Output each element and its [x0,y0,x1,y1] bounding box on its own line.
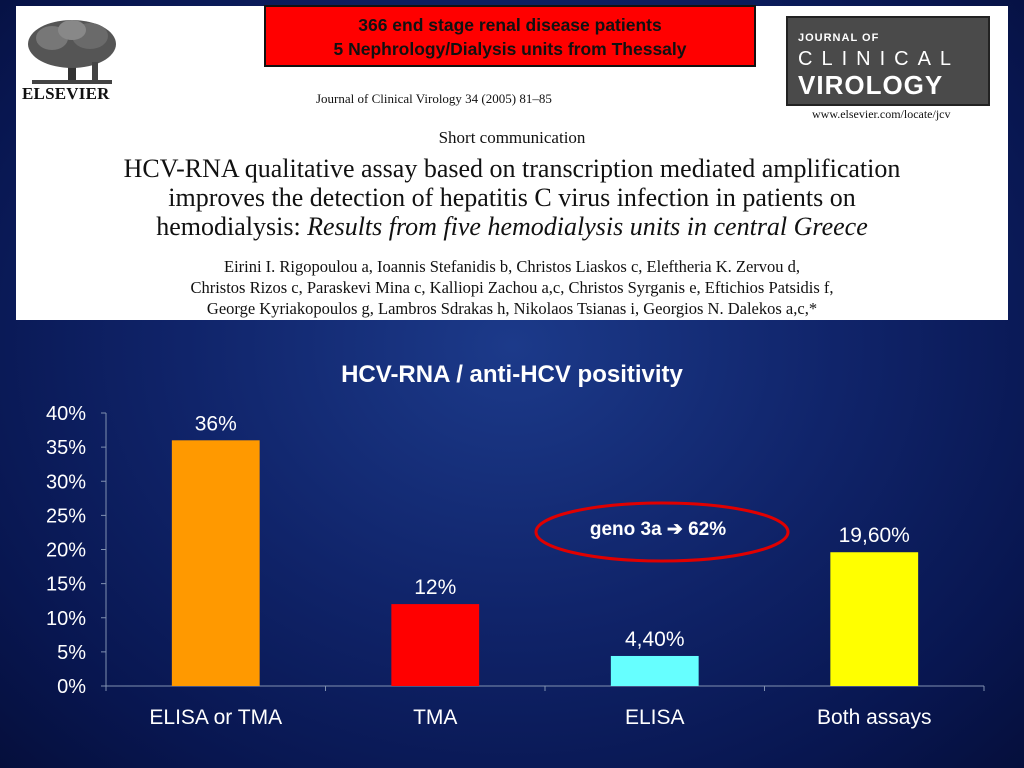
x-tick-label: TMA [413,706,457,729]
journal-url: www.elsevier.com/locate/jcv [812,107,951,121]
y-tick-label: 40% [46,403,86,425]
bar-value-label: 19,60% [839,524,910,547]
chart-title: HCV-RNA / anti-HCV positivity [341,361,683,388]
chart-bars [171,440,919,686]
x-tick-label: ELISA [625,706,685,729]
tree-logo-icon [28,20,116,84]
elsevier-logo [22,16,132,93]
logo-line-1: JOURNAL OF [798,32,880,44]
title-line-2: improves the detection of hepatitis C vi… [168,183,856,212]
bar [610,655,699,686]
bar [391,604,480,686]
y-tick-label: 30% [46,471,86,493]
x-tick-label: ELISA or TMA [149,706,282,729]
x-tick-label: Both assays [817,706,931,729]
title-line-3-italic: Results from five hemodialysis units in … [307,212,868,241]
annotation-text: geno 3a ➔ 62% [590,519,726,540]
y-tick-label: 0% [57,676,86,698]
y-tick-label: 10% [46,608,86,630]
banner-line-1: 366 end stage renal disease patients [358,15,662,35]
article-type: Short communication [438,128,586,147]
y-tick-label: 5% [57,642,86,664]
bar-value-label: 4,40% [625,628,685,651]
paper-title: HCV-RNA qualitative assay based on trans… [22,154,1002,241]
bar-value-label: 36% [195,412,237,435]
authors-line-3: George Kyriakopoulos g, Lambros Sdrakas … [206,299,818,318]
genotype-annotation: geno 3a ➔ 62% [534,501,790,563]
bar [171,440,260,686]
annotation-ring [534,501,790,563]
authors-line-2: Christos Rizos c, Paraskevi Mina c, Kall… [190,278,834,297]
y-tick-label: 25% [46,505,86,527]
y-tick-label: 15% [46,574,86,596]
title-line-3-plain: hemodialysis: [156,212,308,241]
authors-line-1: Eirini I. Rigopoulou a, Ioannis Stefanid… [223,257,801,276]
bar [830,552,919,686]
logo-line-2: CLINICAL [798,48,961,70]
banner-line-2: 5 Nephrology/Dialysis units from Thessal… [333,39,687,59]
journal-citation: Journal of Clinical Virology 34 (2005) 8… [316,91,552,106]
logo-line-3: VIROLOGY [798,70,944,100]
title-line-1: HCV-RNA qualitative assay based on trans… [123,154,901,183]
study-banner: 366 end stage renal disease patients 5 N… [264,5,756,67]
y-tick-label: 35% [46,437,86,459]
bar-value-label: 12% [414,576,456,599]
chart-labels: 36% ELISA or TMA 12% TMA 4,40% ELISA 19,60% Bot… [149,412,931,729]
journal-logo: JOURNAL OF CLINICAL VIROLOGY [786,16,990,106]
title-line-3: hemodialysis: Results from five hemodial… [22,212,1002,241]
author-list: Eirini I. Rigopoulou a, Ioannis Stefanid… [22,256,1002,319]
publisher-name: ELSEVIER [22,84,110,103]
y-tick-label: 20% [46,540,86,562]
